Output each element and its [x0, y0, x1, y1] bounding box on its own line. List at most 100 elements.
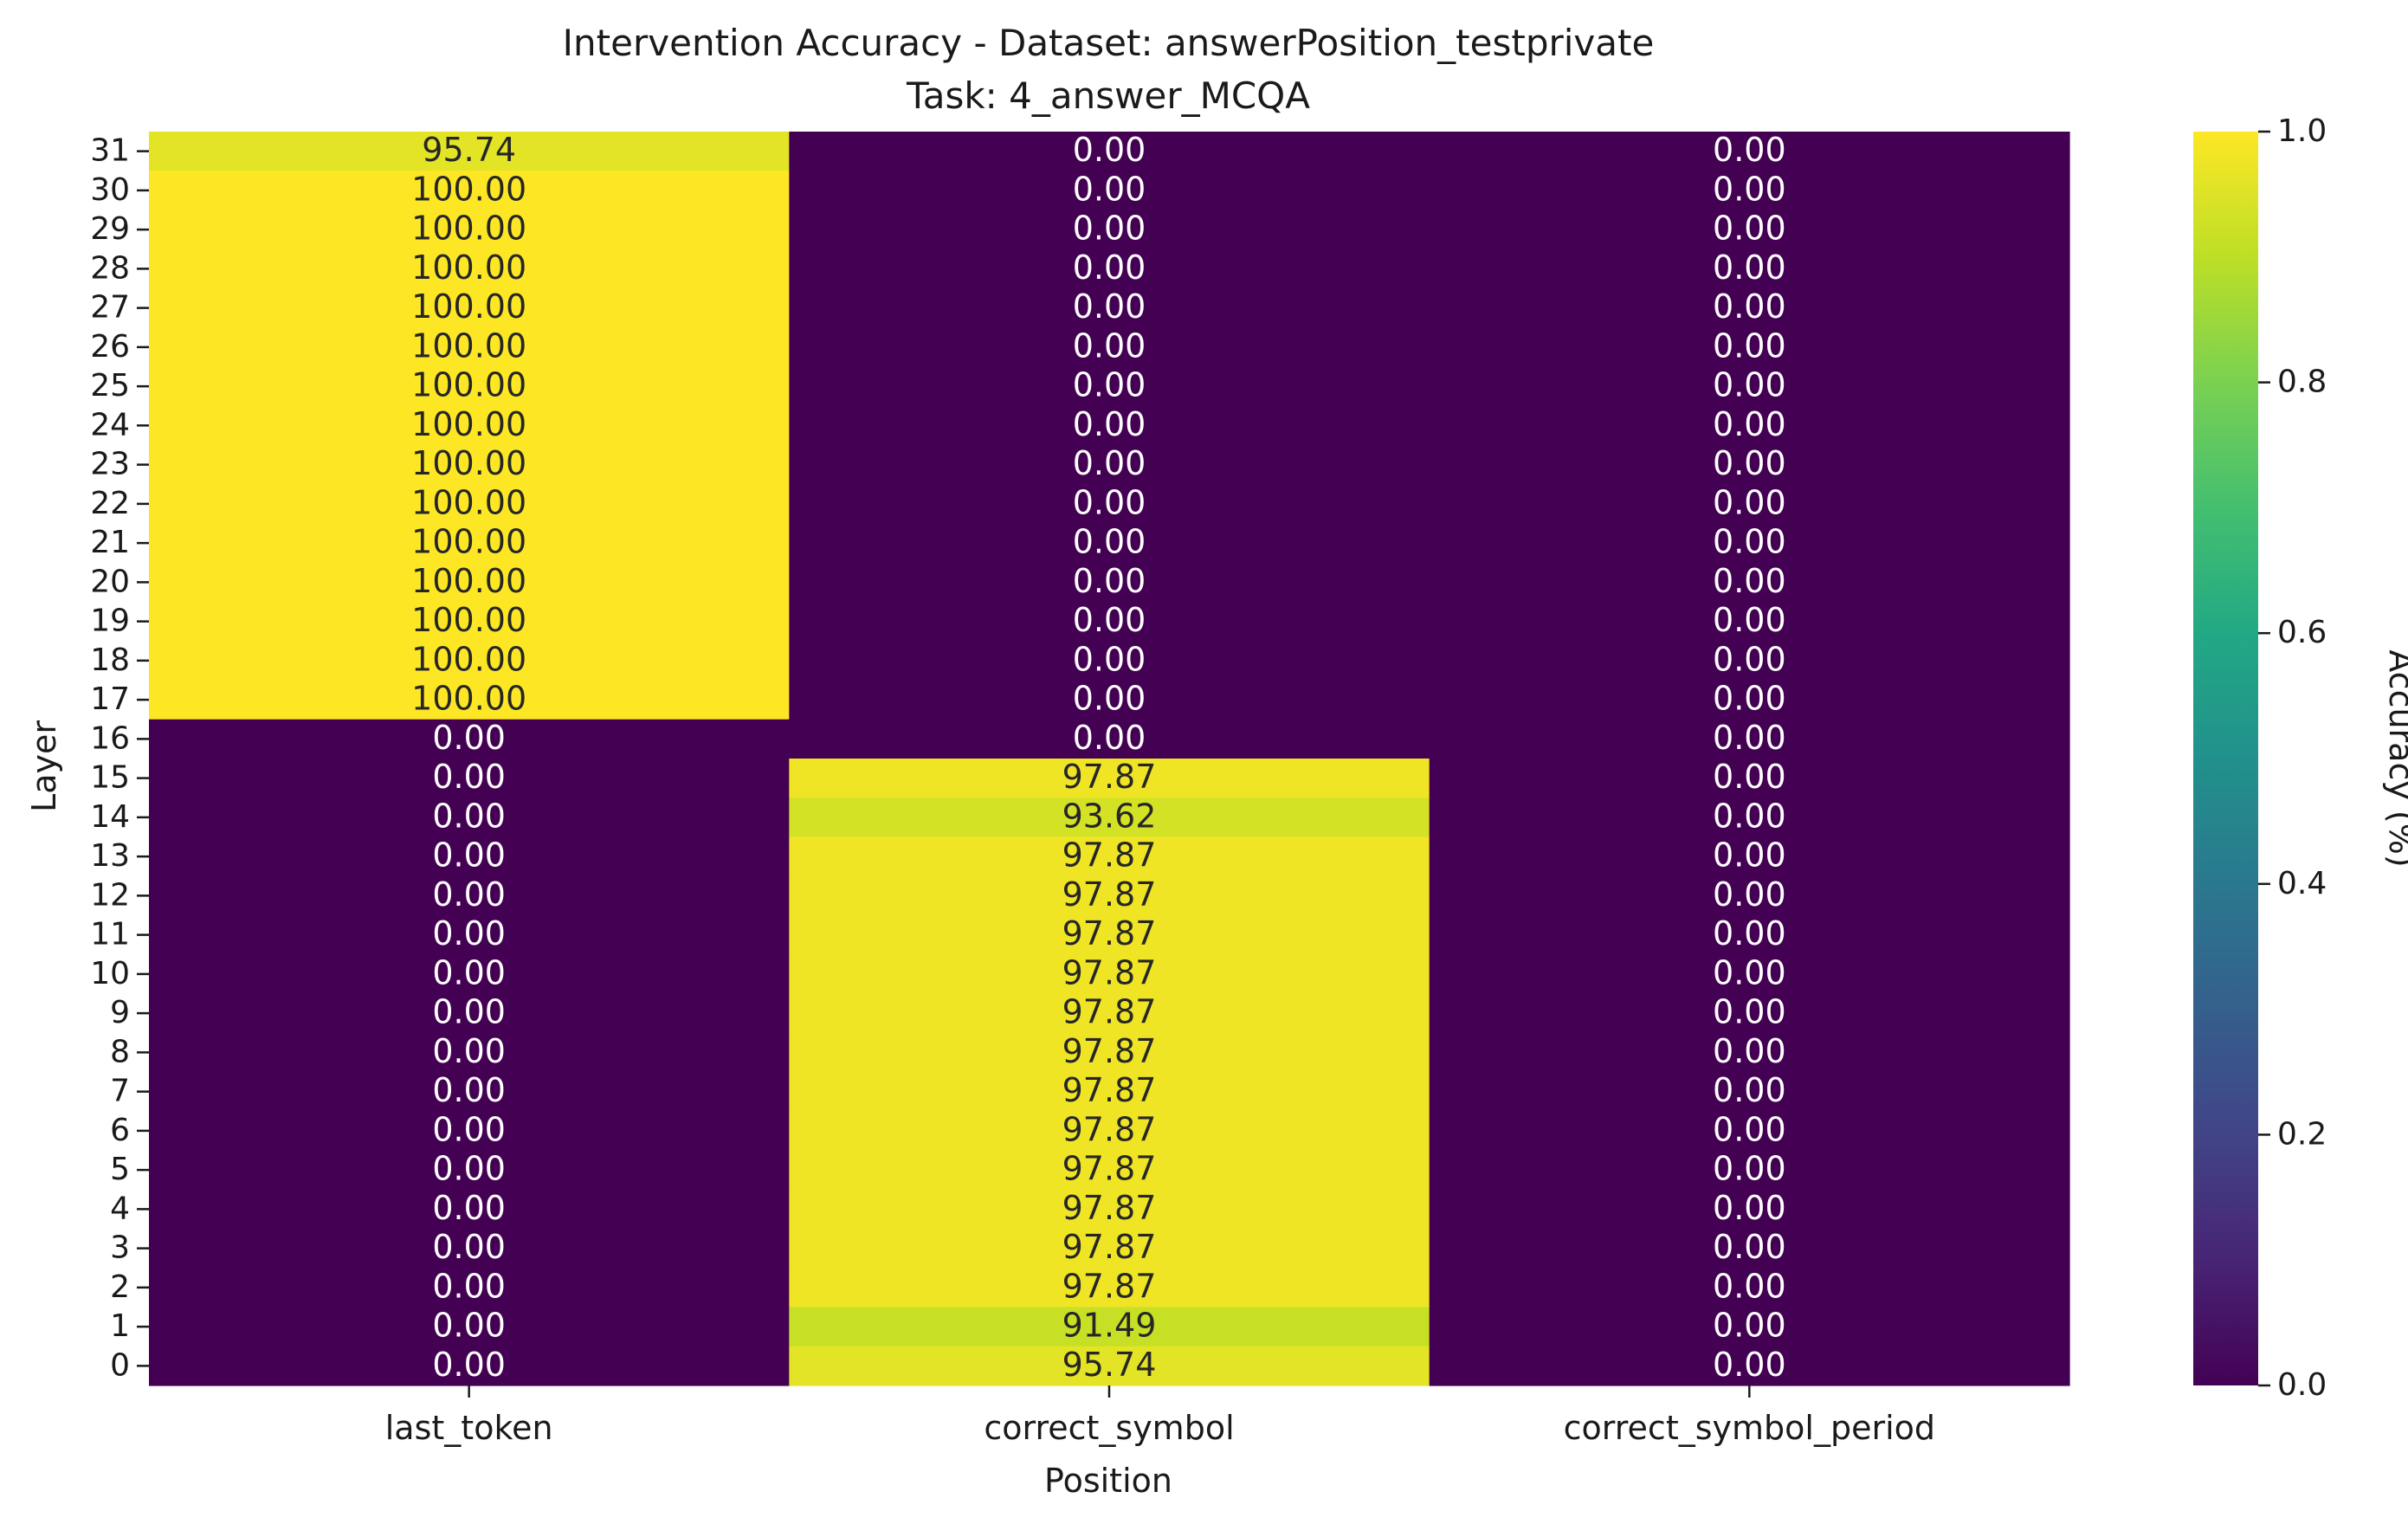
cell-value-label: 0.00: [432, 1032, 506, 1070]
cell-value-label: 100.00: [411, 287, 526, 326]
cell-value-label: 0.00: [1073, 483, 1146, 521]
heatmap-cell: [1429, 249, 2070, 289]
cell-value-label: 0.00: [1073, 719, 1146, 757]
y-tick-label: 8: [110, 1034, 130, 1069]
cell-value-label: 0.00: [432, 1267, 506, 1305]
heatmap-cell: [789, 1268, 1430, 1308]
cell-value-label: 97.87: [1062, 914, 1157, 953]
heatmap-cell: [789, 602, 1430, 642]
heatmap-cell: [1429, 1346, 2070, 1386]
cell-value-label: 0.00: [1073, 170, 1146, 208]
heatmap-cell: [149, 210, 790, 250]
cell-value-label: 0.00: [1713, 210, 1786, 248]
heatmap-cell: [1429, 1229, 2070, 1269]
colorbar-tick-label: 0.8: [2277, 365, 2327, 400]
heatmap-cell: [1429, 484, 2070, 525]
cell-value-label: 0.00: [1713, 366, 1786, 404]
cell-value-label: 97.87: [1062, 1189, 1157, 1227]
y-tick-label: 23: [90, 447, 130, 482]
heatmap-cell: [1429, 523, 2070, 564]
cell-value-label: 100.00: [411, 680, 526, 718]
colorbar-tick-label: 0.2: [2277, 1116, 2327, 1152]
colorbar-tick-label: 1.0: [2277, 113, 2327, 149]
heatmap-cell: [149, 641, 790, 681]
cell-value-label: 100.00: [411, 170, 526, 208]
heatmap-cell: [149, 484, 790, 525]
heatmap-cell: [149, 1189, 790, 1230]
heatmap-cell: [149, 1346, 790, 1386]
y-tick-label: 14: [90, 799, 130, 835]
y-tick-label: 9: [110, 995, 130, 1030]
cell-value-label: 0.00: [1713, 483, 1786, 521]
cell-value-label: 100.00: [411, 405, 526, 443]
heatmap-cell: [789, 1032, 1430, 1073]
heatmap-cell: [789, 445, 1430, 485]
cell-value-label: 0.00: [1713, 601, 1786, 639]
heatmap-cell: [1429, 602, 2070, 642]
cell-value-label: 0.00: [1073, 326, 1146, 365]
cell-value-label: 0.00: [1073, 366, 1146, 404]
y-tick-label: 21: [90, 525, 130, 560]
heatmap-cell: [1429, 759, 2070, 798]
y-tick-label: 26: [90, 329, 130, 365]
heatmap-cell: [789, 327, 1430, 368]
cell-value-label: 93.62: [1062, 797, 1157, 835]
cell-value-label: 100.00: [411, 523, 526, 561]
y-tick-label: 28: [90, 250, 130, 286]
heatmap-cell: [149, 132, 790, 171]
cell-value-label: 97.87: [1062, 758, 1157, 796]
cell-value-label: 0.00: [1073, 287, 1146, 326]
cell-value-label: 0.00: [1713, 405, 1786, 443]
y-tick-label: 6: [110, 1113, 130, 1148]
y-tick-label: 25: [90, 368, 130, 404]
cell-value-label: 97.87: [1062, 993, 1157, 1031]
cell-value-label: 0.00: [1073, 444, 1146, 482]
heatmap-cell: [1429, 132, 2070, 171]
y-tick-label: 24: [90, 407, 130, 442]
heatmap-cell: [149, 1307, 790, 1347]
cell-value-label: 0.00: [1073, 405, 1146, 443]
x-tick-label: last_token: [385, 1409, 553, 1447]
heatmap-cell: [1429, 288, 2070, 328]
cell-value-label: 0.00: [1713, 1032, 1786, 1070]
heatmap-cell: [789, 523, 1430, 564]
heatmap-cell: [789, 954, 1430, 995]
y-tick-label: 1: [110, 1308, 130, 1344]
heatmap-cell: [1429, 1268, 2070, 1308]
heatmap-cell: [789, 288, 1430, 328]
cell-value-label: 0.00: [432, 1346, 506, 1384]
y-tick-label: 4: [110, 1191, 130, 1226]
cell-value-label: 0.00: [1073, 523, 1146, 561]
heatmap-cell: [149, 1072, 790, 1112]
cell-value-label: 97.87: [1062, 1110, 1157, 1148]
heatmap-cell: [789, 366, 1430, 407]
y-tick-label: 10: [90, 956, 130, 991]
cell-value-label: 0.00: [1713, 993, 1786, 1031]
y-tick-label: 20: [90, 564, 130, 599]
cell-value-label: 0.00: [1713, 640, 1786, 678]
colorbar-tick-label: 0.4: [2277, 866, 2327, 901]
y-tick-label: 31: [90, 133, 130, 169]
cell-value-label: 0.00: [432, 836, 506, 875]
heatmap-cell: [1429, 641, 2070, 681]
cell-value-label: 0.00: [1713, 287, 1786, 326]
heatmap-cell: [149, 1111, 790, 1152]
heatmap-cell: [1429, 1032, 2070, 1073]
heatmap-cell: [1429, 993, 2070, 1034]
x-tick-label: correct_symbol: [984, 1409, 1234, 1447]
heatmap-cell: [1429, 798, 2070, 838]
heatmap-cell: [149, 798, 790, 838]
heatmap-cell: [789, 1189, 1430, 1230]
cell-value-label: 0.00: [1073, 210, 1146, 248]
heatmap-cell: [149, 1150, 790, 1191]
cell-value-label: 0.00: [1713, 797, 1786, 835]
colorbar-ticks: 0.0 0.2 0.4 0.6 0.8 1.0: [2258, 113, 2327, 1403]
heatmap-cell: [149, 719, 790, 759]
cell-value-label: 97.87: [1062, 1032, 1157, 1070]
heatmap-cell: [149, 875, 790, 916]
y-axis-label: Layer: [25, 720, 63, 812]
cell-value-label: 0.00: [1713, 562, 1786, 600]
cell-value-label: 0.00: [432, 758, 506, 796]
